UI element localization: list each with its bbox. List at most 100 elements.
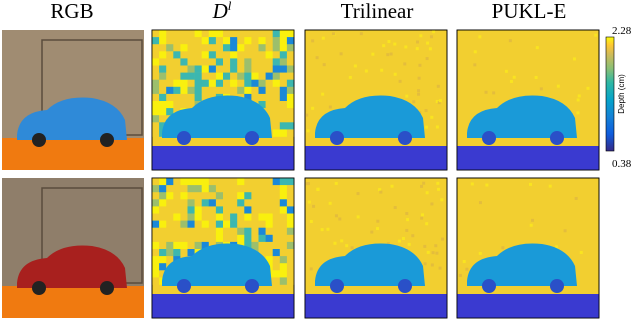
depth-pixel xyxy=(286,192,295,200)
depth-pixel xyxy=(180,93,188,102)
depth-pixel xyxy=(152,206,160,214)
wheel xyxy=(177,279,191,293)
depth-pixel xyxy=(173,65,181,73)
depth-pixel xyxy=(159,122,167,130)
depth-pixel xyxy=(251,86,259,95)
depth-pixel xyxy=(215,79,224,88)
depth-pixel xyxy=(194,51,202,59)
depth-pixel xyxy=(251,37,259,45)
depth-pixel xyxy=(265,51,273,59)
depth-pixel xyxy=(272,270,281,278)
depth-pixel xyxy=(208,178,217,186)
depth-pixel xyxy=(208,220,217,228)
depth-pixel xyxy=(244,185,252,193)
depth-pixel xyxy=(194,206,202,214)
depth-pixel xyxy=(187,65,195,73)
depth-pixel xyxy=(272,256,281,264)
depth-pixel xyxy=(201,86,210,95)
depth-pixel xyxy=(180,101,188,109)
depth-noise xyxy=(462,260,466,264)
depth-pixel xyxy=(152,30,160,38)
depth-pixel xyxy=(251,58,259,66)
depth-pixel xyxy=(230,234,238,243)
depth-pixel xyxy=(201,79,210,88)
depth-pixel xyxy=(194,65,202,73)
depth-pixel xyxy=(272,65,281,73)
depth-pixel xyxy=(244,30,252,38)
depth-pixel xyxy=(180,220,188,228)
depth-pixel xyxy=(244,44,252,52)
depth-pixel xyxy=(194,37,202,45)
depth-noise xyxy=(509,79,513,83)
depth-pixel xyxy=(201,37,210,45)
depth-noise xyxy=(426,250,430,254)
depth-pixel xyxy=(194,199,202,207)
depth-pixel xyxy=(244,93,252,102)
depth-pixel xyxy=(201,241,210,250)
wheel xyxy=(100,281,114,295)
depth-pixel xyxy=(180,178,188,186)
depth-pixel xyxy=(230,220,238,228)
depth-pixel xyxy=(258,206,266,214)
depth-pixel xyxy=(173,86,181,95)
depth-noise xyxy=(435,125,439,129)
depth-noise xyxy=(306,182,310,186)
depth-pixel xyxy=(223,213,231,221)
depth-noise xyxy=(321,36,325,40)
depth-pixel xyxy=(279,101,288,109)
depth-pixel xyxy=(152,256,160,264)
depth-pixel xyxy=(279,122,288,130)
depth-frame xyxy=(304,177,448,319)
depth-pixel xyxy=(173,249,181,257)
depth-pixel xyxy=(173,241,181,250)
depth-pixel xyxy=(194,72,202,80)
depth-noise xyxy=(436,181,440,185)
depth-noise xyxy=(473,50,477,54)
depth-pixel xyxy=(258,178,266,186)
depth-pixel xyxy=(272,206,281,214)
depth-pixel xyxy=(166,227,174,236)
depth-pixel xyxy=(279,213,288,221)
depth-noise xyxy=(405,212,409,216)
depth-pixel xyxy=(244,65,252,73)
depth-pixel xyxy=(194,213,202,221)
depth-noise xyxy=(326,227,330,231)
depth-noise xyxy=(586,86,590,90)
depth-pixel xyxy=(251,199,259,207)
depth-pixel xyxy=(173,101,181,109)
depth-pixel xyxy=(265,37,273,45)
depth-pixel xyxy=(173,213,181,221)
depth-pixel xyxy=(152,93,160,102)
wheel xyxy=(100,133,114,147)
depth-pixel xyxy=(208,185,217,193)
depth-pixel xyxy=(173,30,181,38)
depth-noise xyxy=(339,52,343,56)
depth-pixel xyxy=(159,227,167,236)
depth-noise xyxy=(576,98,580,102)
depth-noise xyxy=(440,198,444,202)
depth-pixel xyxy=(265,65,273,73)
depth-pixel xyxy=(208,234,217,243)
depth-pixel xyxy=(286,178,295,186)
depth-pixel xyxy=(180,192,188,200)
depth-noise xyxy=(430,202,434,206)
depth-pixel xyxy=(237,199,245,207)
depth-pixel xyxy=(286,206,295,214)
depth-pixel xyxy=(265,206,273,214)
depth-noise xyxy=(364,69,368,73)
depth-noise xyxy=(539,87,543,91)
depth-noise xyxy=(371,52,375,56)
wheel xyxy=(550,279,564,293)
depth-pixel xyxy=(272,44,281,52)
depth-pixel xyxy=(244,199,252,207)
depth-pixel xyxy=(279,220,288,228)
depth-pixel xyxy=(286,277,295,285)
depth-pixel xyxy=(258,220,266,228)
depth-pixel xyxy=(159,86,167,95)
depth-noise xyxy=(418,63,422,67)
depth-noise xyxy=(333,241,337,245)
depth-pixel xyxy=(194,86,202,95)
depth-floor xyxy=(305,146,447,170)
depth-noise xyxy=(378,188,382,192)
depth-noise xyxy=(436,84,440,88)
